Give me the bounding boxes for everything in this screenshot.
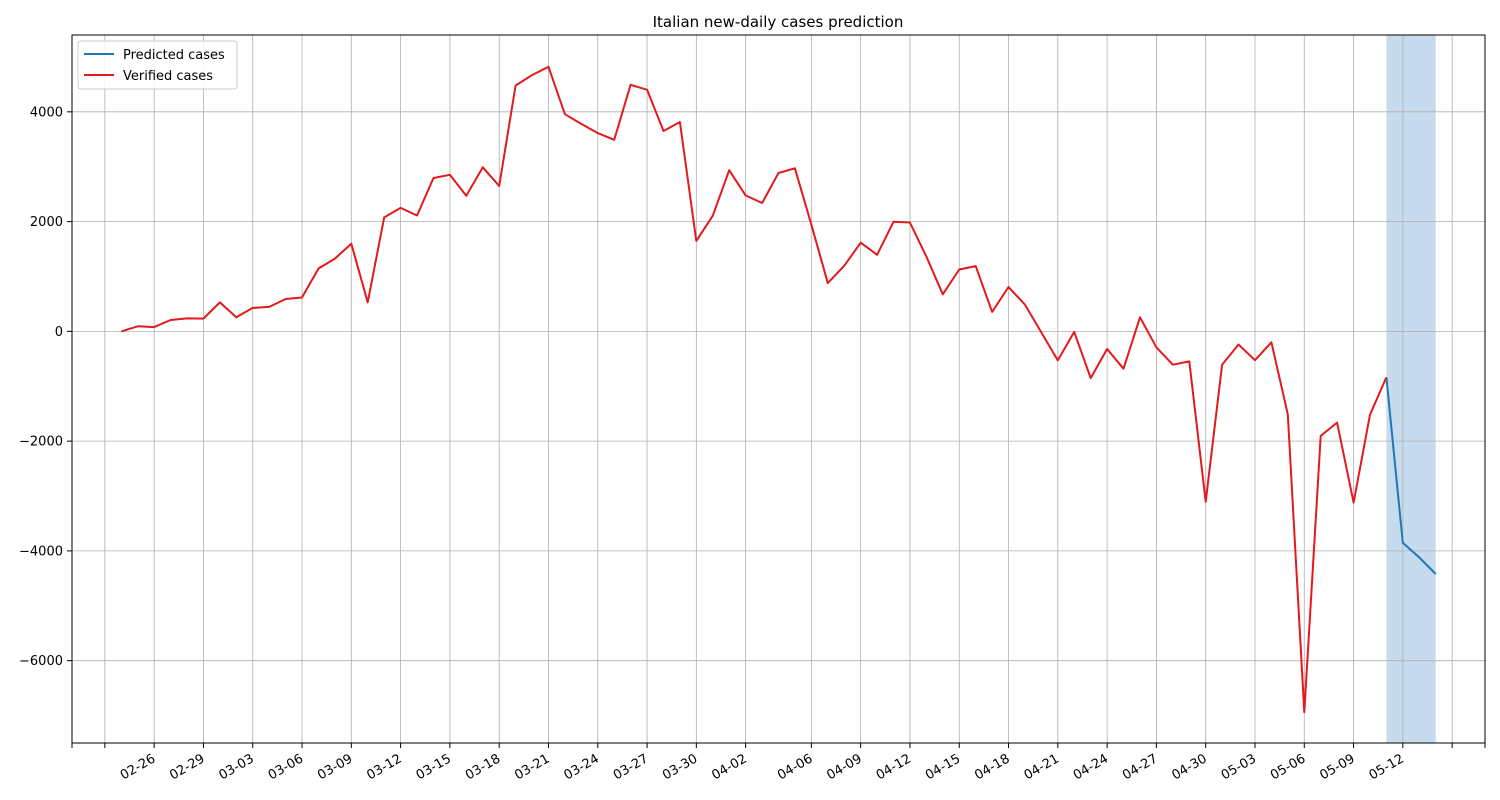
- x-tick-label: 03-09: [315, 751, 355, 783]
- legend: Predicted cases Verified cases: [77, 40, 238, 90]
- x-tick-label: 04-24: [1071, 751, 1111, 783]
- legend-label-verified: Verified cases: [123, 69, 213, 84]
- x-tick-label: 05-06: [1268, 751, 1308, 783]
- series-line-verified: [121, 65, 1388, 714]
- x-tick-label: 03-21: [512, 751, 552, 783]
- x-tick-label: 05-12: [1367, 751, 1407, 783]
- x-tick-label: 03-12: [364, 751, 404, 783]
- x-tick-label: 03-06: [266, 751, 306, 783]
- x-tick-label: 04-15: [923, 751, 963, 783]
- x-tick-label: 04-18: [972, 751, 1012, 783]
- x-tick-label: 04-12: [874, 751, 914, 783]
- legend-box: [77, 40, 238, 90]
- x-tick-label: 04-30: [1169, 751, 1209, 783]
- y-tick-label: 2000: [30, 215, 63, 230]
- x-tick-label: 03-27: [611, 751, 651, 783]
- x-tick-label: 05-03: [1219, 751, 1259, 783]
- x-tick-label: 04-09: [824, 751, 864, 783]
- x-tick-label: 02-26: [118, 751, 158, 783]
- y-tick-label: −4000: [19, 544, 63, 559]
- x-tick-label: 04-27: [1120, 751, 1160, 783]
- prediction-window-shade: [1386, 35, 1436, 743]
- x-tick-label: 03-18: [463, 751, 503, 783]
- y-tick-label: −2000: [19, 435, 63, 450]
- x-tick-label: 03-24: [562, 751, 602, 783]
- y-tick-label: 0: [55, 325, 63, 340]
- x-tick-label: 04-06: [775, 751, 815, 783]
- x-tick-label: 02-29: [167, 751, 207, 783]
- x-tick-label: 04-02: [709, 751, 749, 783]
- plot-frame: [71, 34, 1486, 744]
- y-tick-label: −6000: [19, 654, 63, 669]
- chart-title: Italian new-daily cases prediction: [653, 13, 904, 31]
- legend-label-predicted: Predicted cases: [123, 48, 225, 63]
- x-tick-label: 03-30: [660, 751, 700, 783]
- series-line-predicted: [1385, 377, 1437, 575]
- y-tick-label: 4000: [30, 105, 63, 120]
- x-tick-label: 03-03: [217, 751, 257, 783]
- x-tick-label: 04-21: [1022, 751, 1062, 783]
- x-tick-label: 05-09: [1317, 751, 1357, 783]
- x-tick-label: 03-15: [414, 751, 454, 783]
